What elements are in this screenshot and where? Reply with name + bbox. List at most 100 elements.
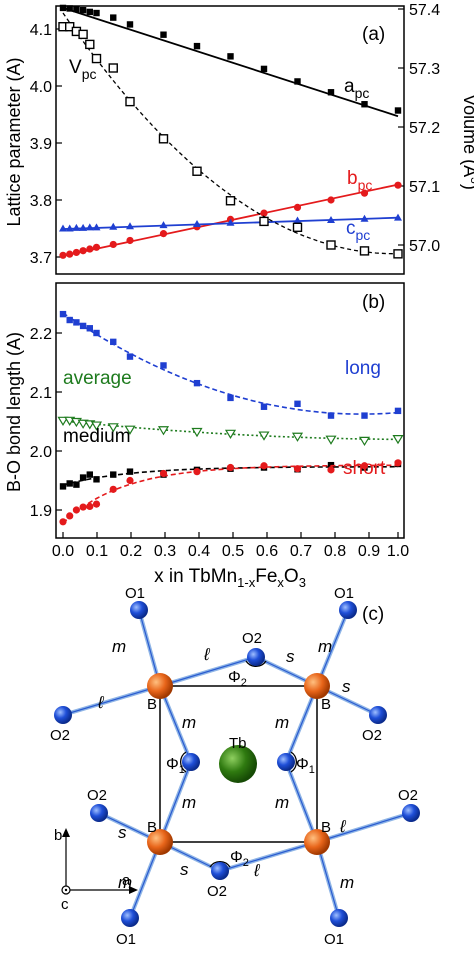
label-b-pc: bpc: [347, 168, 372, 193]
phi1-right-label: Φ1: [296, 756, 315, 776]
label-b: B: [147, 819, 157, 836]
x-tick-label: 0.6: [256, 543, 278, 560]
average-point: [325, 435, 337, 445]
phi2-bottom-label: Φ2: [230, 849, 249, 869]
x-tick-label: 0.0: [52, 543, 74, 560]
panel-b-left-ticks: 1.9 2.0 2.1 2.2: [30, 326, 62, 520]
panel-a: (a) 3.7 3.8 3.9 4.0 4.1 57.0 57.1 57.2 5…: [4, 2, 474, 275]
left-tick-label: 2.2: [30, 326, 52, 343]
V_pc-point: [91, 53, 102, 64]
label-o1: O1: [334, 585, 354, 602]
panel-b: (b) 1.9 2.0 2.1 2.2 B-O bond length (A): [4, 282, 409, 590]
right-tick-label: 57.4: [409, 2, 440, 19]
long-point: [394, 407, 402, 415]
c_pc-point: [126, 222, 134, 230]
medium-point: [59, 483, 67, 490]
short-point: [66, 512, 74, 520]
bond-s-label: s: [342, 677, 351, 696]
c_pc-point: [65, 224, 74, 232]
axis-a-label: a: [122, 872, 131, 889]
long-point: [93, 329, 100, 337]
x-axis-title: x in TbMn1-xFexO3: [154, 566, 306, 590]
long-point: [327, 412, 335, 419]
short-point: [360, 462, 369, 470]
average-point: [90, 421, 103, 431]
b-atom: [304, 829, 330, 855]
average-point: [258, 431, 270, 441]
bond-m-label: m: [118, 873, 132, 892]
label-o2: O2: [87, 787, 107, 804]
c_pc-point: [159, 221, 168, 229]
bond-l-label: ℓ: [339, 817, 346, 836]
panel-b-series: [57, 310, 404, 526]
bond-l-label: ℓ: [253, 861, 260, 880]
V_pc-point: [359, 246, 370, 256]
average-point: [77, 419, 89, 429]
panel-c-tag: (c): [362, 604, 384, 625]
short-point: [79, 503, 87, 511]
bond-labels: m ℓ m ℓ s s m m m m s ℓ s ℓ m m: [97, 637, 354, 892]
V_pc-point: [292, 222, 303, 233]
label-b: B: [321, 819, 331, 836]
a_pc-point: [294, 78, 301, 85]
angle-arcs: [180, 660, 297, 868]
phi1-left-label: Φ1: [166, 756, 185, 776]
average-point: [392, 435, 404, 445]
bond-s-label: s: [180, 860, 189, 879]
label-long: long: [345, 358, 381, 379]
long-point: [160, 362, 167, 369]
medium-point: [79, 474, 87, 481]
label-o2: O2: [50, 727, 70, 744]
c_pc-point: [109, 222, 118, 230]
long-point: [260, 403, 268, 410]
short-point: [226, 463, 235, 472]
left-tick-label: 4.0: [30, 79, 52, 96]
c_pc-point: [85, 223, 94, 231]
average-point: [291, 432, 304, 442]
angle-labels: Φ2 Φ1 Φ1 Φ2: [166, 669, 315, 869]
bond-m-label: m: [275, 793, 289, 812]
long-point: [66, 316, 73, 324]
a_pc-point: [126, 21, 134, 28]
oxygen-atoms: [54, 601, 420, 927]
left-tick-label: 3.9: [30, 136, 52, 153]
label-o1: O1: [125, 585, 145, 602]
b_pc-point: [327, 196, 335, 204]
bond-s-label: s: [286, 647, 295, 666]
a_pc-point: [93, 9, 100, 17]
label-b: B: [321, 696, 331, 713]
a_pc-point: [193, 42, 201, 50]
panel-a-tag: (a): [362, 24, 385, 45]
label-short: short: [343, 458, 386, 479]
a_pc-point: [73, 5, 80, 13]
axis-b-label: b: [54, 827, 62, 844]
tb-atom: [219, 745, 257, 783]
right-tick-label: 57.3: [409, 61, 440, 78]
o2-atom: [369, 706, 387, 724]
x-tick-label: 0.9: [358, 543, 380, 560]
label-a-pc: apc: [344, 76, 369, 101]
a_pc-point: [227, 53, 234, 60]
x-tick-label: 0.5: [222, 543, 244, 560]
b_pc-point: [109, 240, 117, 249]
medium-point: [110, 471, 117, 478]
right-tick-label: 57.0: [409, 238, 440, 255]
o2-atom: [211, 862, 229, 880]
b-atom: [147, 829, 173, 855]
bond-l-label: ℓ: [203, 645, 210, 664]
c_pc-point: [327, 215, 335, 223]
phi2-top-label: Φ2: [228, 669, 247, 689]
bond-s-label: s: [118, 823, 127, 842]
medium-point: [86, 471, 93, 478]
a_pc-point: [394, 107, 402, 114]
label-average: average: [63, 368, 132, 389]
o1-atom: [339, 601, 357, 619]
V_pc-point: [225, 196, 236, 206]
a_pc-point: [59, 4, 67, 12]
long-point: [126, 353, 134, 360]
atom-labels: O1 O1 O2 O2 O2 O2 O2 O2 O1 O1 B B B B Tb: [50, 585, 418, 948]
axis-a-arrowhead: [129, 886, 138, 894]
label-o2: O2: [207, 883, 227, 900]
x-tick-label: 0.1: [86, 543, 108, 560]
